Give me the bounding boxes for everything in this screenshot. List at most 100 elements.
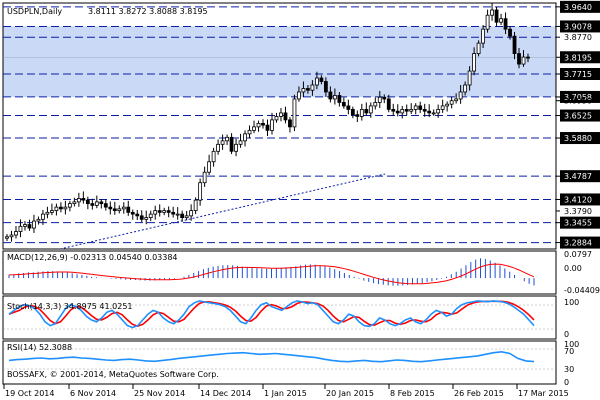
candle <box>427 104 432 118</box>
rsi-tick-70: 70 <box>564 347 574 356</box>
price-axis-label: 3.6950 <box>564 97 592 106</box>
candle <box>436 104 441 118</box>
candle <box>121 202 126 214</box>
candle <box>243 130 247 147</box>
candle <box>521 50 526 67</box>
candle <box>297 86 301 102</box>
candle <box>103 199 108 211</box>
level-price-tag <box>560 216 600 229</box>
candle <box>306 85 310 94</box>
candle <box>350 106 355 119</box>
candle <box>139 210 144 223</box>
candle <box>359 103 364 121</box>
stoch-tick-100: 100 <box>564 298 579 307</box>
candle <box>517 48 521 69</box>
candle <box>454 93 459 104</box>
candle <box>449 96 454 109</box>
candle <box>364 102 369 116</box>
candle <box>332 88 337 105</box>
candle <box>328 86 333 103</box>
candle <box>467 66 472 91</box>
candle <box>94 195 99 209</box>
stoch-main-line <box>8 300 535 329</box>
stoch-tick-0: 0 <box>564 330 569 339</box>
candle <box>247 125 252 139</box>
ohlc-values: 3.8111 3.8272 3.8088 3.8195 <box>88 7 208 16</box>
candle <box>234 138 238 157</box>
rsi-tick-30: 30 <box>564 365 574 374</box>
level-price-tag <box>560 0 600 13</box>
candle <box>41 209 45 225</box>
rsi-tick-100: 100 <box>564 340 579 349</box>
candle <box>499 13 503 25</box>
candle <box>279 108 283 122</box>
rsi-panel[interactable] <box>2 340 557 385</box>
time-axis-label: 25 Nov 2014 <box>134 389 185 398</box>
candle <box>341 97 346 109</box>
candle <box>171 206 176 218</box>
macd-tick-zero: 0.00 <box>564 264 582 273</box>
candle <box>526 53 530 63</box>
macd-panel[interactable] <box>2 250 557 295</box>
stoch-label: Stoch(14,3,3) 34.8975 41.0251 <box>7 302 133 311</box>
candle <box>463 81 468 96</box>
candle <box>9 230 14 242</box>
candle <box>67 200 72 212</box>
copyright: BOSSAFX, © 2001-2014, MetaQuotes Softwar… <box>7 370 219 379</box>
candle <box>445 101 450 112</box>
candle <box>238 133 243 148</box>
candle <box>180 210 185 222</box>
candle <box>112 201 117 215</box>
candle <box>32 214 36 233</box>
candle <box>292 94 297 132</box>
candle <box>225 134 229 146</box>
candle <box>76 192 81 207</box>
candle <box>395 104 400 117</box>
level-price-tag <box>560 193 600 206</box>
rsi-line <box>8 350 535 363</box>
macd-label: MACD(12,26,9) -0.02313 0.04540 0.03384 <box>7 253 178 262</box>
candle <box>485 9 490 33</box>
time-axis-label: 26 Feb 2015 <box>454 389 504 398</box>
price-axis-label: 3.4787 <box>564 172 592 181</box>
candle <box>440 99 445 113</box>
stoch-signal-line <box>8 300 535 328</box>
candle <box>409 103 414 114</box>
time-axis: 19 Oct 2014 6 Nov 2014 25 Nov 2014 14 Dec 2… <box>3 384 569 398</box>
level-price-tag <box>560 20 600 33</box>
level-price-tag <box>560 170 600 183</box>
candle <box>386 94 391 113</box>
candle <box>18 219 23 238</box>
candle <box>157 204 162 217</box>
candle <box>458 85 463 104</box>
candle <box>256 120 261 132</box>
candle <box>14 225 18 239</box>
candle <box>422 103 427 117</box>
level-price-tag <box>560 236 600 249</box>
candle <box>373 97 378 110</box>
price-axis-label: 3.9640 <box>564 3 592 12</box>
macd-signal-line <box>8 263 535 285</box>
candle <box>377 90 382 109</box>
candle <box>355 110 360 122</box>
macd-tick-top: 0.0797 <box>564 250 592 259</box>
candle <box>50 203 54 216</box>
candle <box>135 209 140 221</box>
candle <box>494 6 499 27</box>
candle <box>346 99 351 115</box>
candle <box>90 198 95 210</box>
candle <box>216 139 220 155</box>
candle <box>481 24 485 49</box>
candle <box>368 102 373 118</box>
candle <box>130 209 135 220</box>
price-axis-label: 3.9078 <box>564 22 592 31</box>
price-axis-label: 3.3455 <box>564 219 592 228</box>
time-axis-label: 17 Mar 2015 <box>518 389 569 398</box>
candle <box>229 133 234 155</box>
candle <box>413 103 418 115</box>
rsi-tick-0: 0 <box>564 378 569 387</box>
time-axis-label: 8 Feb 2015 <box>390 389 435 398</box>
price-axis-label: 3.7715 <box>564 70 592 79</box>
